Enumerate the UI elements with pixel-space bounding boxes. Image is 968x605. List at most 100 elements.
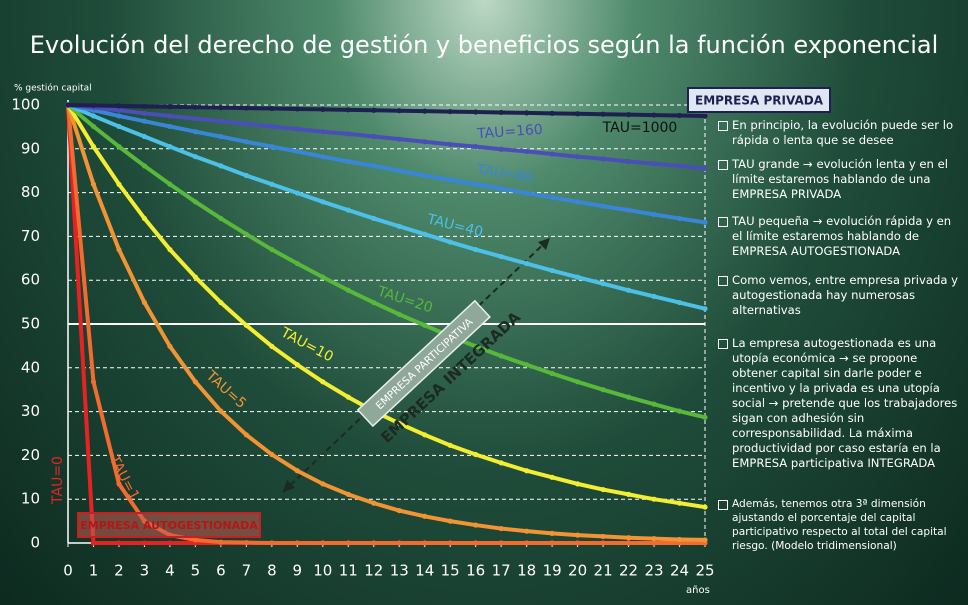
data-point [625,540,632,546]
data-point [600,486,606,493]
data-point [116,181,122,187]
data-point [651,536,657,542]
y-tick-label: 0 [30,534,40,552]
data-point [218,105,224,111]
data-point [345,107,351,113]
data-point [575,481,581,487]
data-point [498,253,504,260]
data-point [90,379,97,385]
data-point [167,343,173,349]
data-point [575,379,581,385]
data-point [473,144,479,150]
data-point [396,507,402,514]
data-point [447,141,453,148]
x-tick-label: 12 [364,562,383,580]
data-point [498,525,504,532]
data-point [422,540,428,546]
data-point [320,379,326,385]
data-point [269,144,275,150]
data-point [625,535,632,541]
data-point [422,513,428,519]
x-tick-label: 10 [313,562,332,580]
data-point [498,186,504,192]
note: Como vemos, entre empresa privada y auto… [716,273,964,318]
data-point [549,267,555,274]
series-label: TAU=5 [202,367,249,412]
data-point [167,144,173,150]
data-point [651,211,657,218]
series-line [66,104,706,542]
data-point [676,163,683,169]
data-point [447,177,453,183]
data-point [625,112,632,118]
data-point [371,299,377,306]
data-point [422,139,428,145]
data-point [269,181,275,187]
data-point [676,408,683,414]
data-point [192,274,198,280]
data-point [192,537,198,543]
data-point [651,496,657,502]
annotation: EMPRESA AUTOGESTIONADA [80,519,258,532]
label-box [687,87,831,113]
data-point [498,146,504,152]
data-point [524,540,530,546]
data-point [371,163,377,169]
y-tick-label: 20 [21,446,40,464]
data-point [269,343,275,349]
data-point [218,299,224,306]
data-point [192,154,198,160]
series-label: TAU=20 [375,283,435,316]
data-point [141,540,148,546]
data-point [600,156,606,162]
x-tick-label: 3 [140,562,150,580]
x-tick-label: 5 [191,562,201,580]
data-point [575,199,581,205]
data-point [447,108,453,115]
data-point [625,287,632,293]
data-point [600,203,606,209]
data-point [524,468,530,474]
x-tick-label: 11 [339,562,358,580]
data-point [524,260,530,267]
series-label: TAU=160 [476,122,544,143]
data-point [243,121,249,127]
data-point [396,223,402,229]
data-point [498,540,504,546]
x-tick-label: 22 [619,562,638,580]
data-point [575,154,581,160]
label-box [356,299,491,428]
x-tick-label: 23 [644,562,663,580]
x-axis-label: años [686,585,710,596]
data-point [218,133,224,140]
data-point [65,102,71,108]
data-point [524,148,530,155]
data-point [524,110,530,116]
x-tick-label: 9 [293,562,303,580]
series-line [67,103,706,311]
data-point [549,370,555,377]
data-point [549,194,555,201]
data-point [473,246,479,253]
data-point [116,103,122,109]
note: La empresa autogestionada es una utopía … [716,336,964,471]
data-point [600,387,606,393]
data-point [524,190,530,196]
x-tick-label: 19 [543,562,562,580]
data-point [422,231,428,237]
series-line [67,103,706,171]
series-label: TAU=1 [105,452,142,503]
data-point [243,105,249,111]
data-point [167,123,173,130]
data-point [575,111,581,117]
data-point [498,109,504,116]
data-point [651,401,657,407]
data-point [676,112,683,119]
data-point [90,113,97,119]
data-point [473,451,479,458]
data-point [498,460,504,466]
data-point [345,158,351,165]
data-point [651,112,657,118]
series-line [67,103,706,225]
